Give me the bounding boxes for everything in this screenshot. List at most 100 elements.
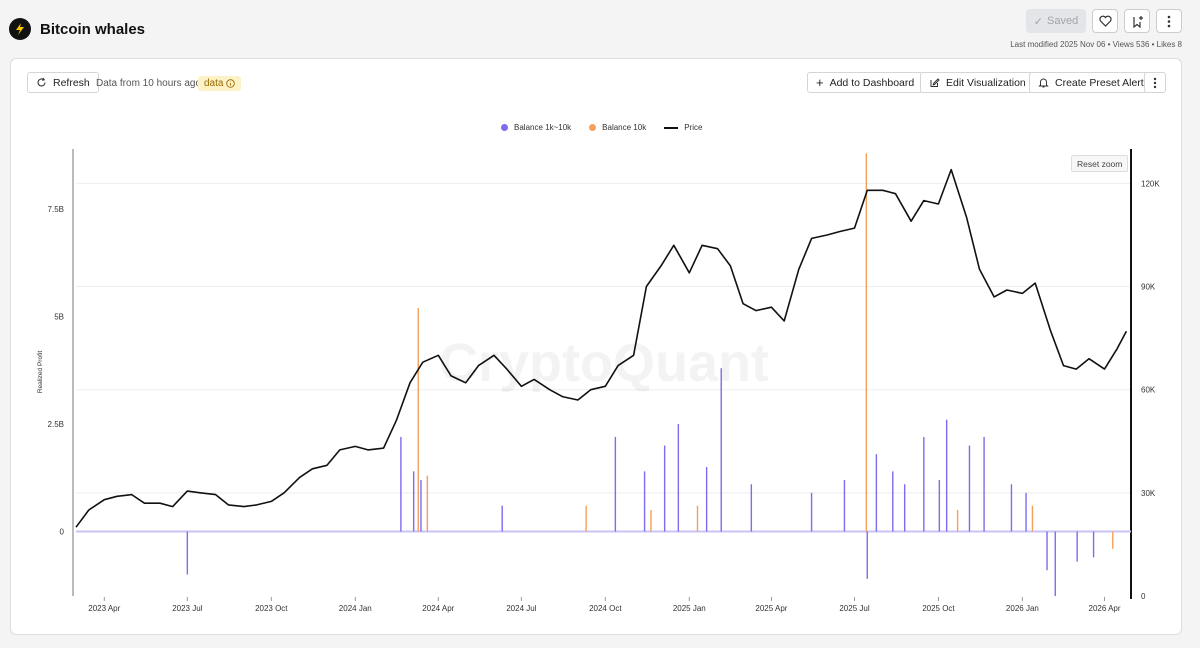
bar-balance-1k-10k[interactable] bbox=[614, 436, 617, 532]
data-badge[interactable]: data bbox=[198, 76, 242, 91]
legend-swatch-balance-10k bbox=[589, 124, 597, 131]
bar-balance-1k-10k[interactable] bbox=[412, 471, 415, 532]
page-meta: Last modified 2025 Nov 06 • Views 536 • … bbox=[1010, 40, 1182, 49]
bar-balance-10k[interactable] bbox=[865, 153, 868, 532]
x-tick-label: 2025 Jul bbox=[839, 604, 869, 613]
bar-balance-10k[interactable] bbox=[1112, 531, 1114, 549]
bar-balance-1k-10k[interactable] bbox=[420, 479, 422, 532]
x-tick-label: 2024 Oct bbox=[589, 604, 622, 613]
check-icon: ✓ bbox=[1033, 15, 1043, 28]
bar-balance-1k-10k[interactable] bbox=[1010, 484, 1013, 532]
x-tick-label: 2025 Jan bbox=[673, 604, 706, 613]
x-tick-label: 2024 Apr bbox=[422, 604, 454, 613]
y-right-tick-label: 0 bbox=[1141, 592, 1146, 601]
bar-balance-1k-10k[interactable] bbox=[1076, 531, 1078, 562]
legend-item-balance-1k-10k[interactable]: Balance 1k~10k bbox=[501, 123, 571, 132]
y-right-tick-label: 120K bbox=[1141, 179, 1160, 188]
x-tick-label: 2025 Apr bbox=[755, 604, 787, 613]
refresh-label: Refresh bbox=[53, 76, 90, 89]
create-preset-alert-label: Create Preset Alert bbox=[1055, 76, 1144, 89]
bar-balance-1k-10k[interactable] bbox=[903, 484, 906, 532]
create-preset-alert-button[interactable]: Create Preset Alert bbox=[1029, 72, 1153, 93]
bar-balance-1k-10k[interactable] bbox=[1046, 531, 1048, 571]
add-to-dashboard-button[interactable]: + Add to Dashboard bbox=[807, 72, 924, 93]
page-title: Bitcoin whales bbox=[40, 21, 146, 38]
bar-balance-1k-10k[interactable] bbox=[1054, 531, 1056, 596]
chart-svg[interactable]: 0 30K 60K 90K 120K 0 2.5B 5B 7.5B Realized Profit… bbox=[11, 59, 1183, 636]
x-tick-label: 2023 Jul bbox=[172, 604, 202, 613]
saved-button[interactable]: ✓ Saved bbox=[1026, 9, 1086, 33]
bar-balance-1k-10k[interactable] bbox=[720, 368, 722, 532]
bar-balance-10k[interactable] bbox=[650, 510, 652, 532]
y-axis-label: Realized Profit bbox=[37, 351, 44, 393]
page-header: Bitcoin whales ✓ Saved Last modified 202… bbox=[0, 0, 1200, 58]
bar-balance-1k-10k[interactable] bbox=[677, 424, 680, 532]
bar-balance-10k[interactable] bbox=[585, 505, 587, 532]
add-to-dashboard-label: Add to Dashboard bbox=[829, 76, 915, 89]
bookmark-alert-button[interactable] bbox=[1124, 9, 1150, 33]
y-left-tick-label: 5B bbox=[54, 313, 64, 322]
x-tick-label: 2025 Oct bbox=[922, 604, 955, 613]
bar-balance-1k-10k[interactable] bbox=[186, 531, 189, 575]
bar-balance-1k-10k[interactable] bbox=[968, 445, 971, 532]
bell-icon bbox=[1038, 78, 1049, 88]
legend-item-price[interactable]: Price bbox=[664, 123, 702, 132]
favorite-button[interactable] bbox=[1092, 9, 1118, 33]
legend-item-balance-10k[interactable]: Balance 10k bbox=[589, 123, 646, 132]
y-right-tick-label: 60K bbox=[1141, 386, 1156, 395]
watermark: CryptoQuant bbox=[439, 333, 769, 393]
legend-swatch-balance-1k-10k bbox=[501, 124, 508, 131]
y-right-tick-label: 30K bbox=[1141, 489, 1156, 498]
bar-balance-1k-10k[interactable] bbox=[923, 436, 925, 532]
kebab-menu-icon bbox=[1167, 15, 1171, 27]
bar-balance-1k-10k[interactable] bbox=[875, 454, 878, 532]
price-line[interactable] bbox=[75, 168, 1128, 528]
y-left-tick-label: 0 bbox=[60, 528, 65, 537]
bar-balance-1k-10k[interactable] bbox=[938, 479, 941, 532]
edit-visualization-label: Edit Visualization bbox=[946, 76, 1026, 89]
legend-label: Balance 10k bbox=[602, 123, 647, 132]
bar-balance-10k[interactable] bbox=[417, 308, 419, 532]
x-tick-label: 2024 Jul bbox=[506, 604, 536, 613]
bar-balance-10k[interactable] bbox=[1031, 505, 1034, 532]
bar-balance-10k[interactable] bbox=[956, 510, 959, 532]
refresh-button[interactable]: Refresh bbox=[27, 72, 99, 93]
bar-balance-1k-10k[interactable] bbox=[1025, 492, 1027, 532]
x-tick-label: 2023 Oct bbox=[255, 604, 288, 613]
chart-legend: Balance 1k~10k Balance 10k Price bbox=[501, 123, 702, 132]
data-badge-label: data bbox=[204, 78, 224, 89]
y-left-tick-label: 7.5B bbox=[48, 205, 64, 214]
bar-balance-1k-10k[interactable] bbox=[866, 531, 868, 579]
chart-more-options-button[interactable] bbox=[1144, 72, 1166, 93]
bar-balance-1k-10k[interactable] bbox=[1092, 531, 1095, 558]
bar-balance-1k-10k[interactable] bbox=[843, 479, 846, 532]
info-icon bbox=[226, 79, 236, 88]
bar-balance-1k-10k[interactable] bbox=[643, 471, 646, 532]
chart-card: Refresh Data from 10 hours ago data + Ad… bbox=[10, 58, 1182, 635]
legend-swatch-price bbox=[664, 126, 679, 129]
legend-label: Price bbox=[684, 123, 703, 132]
bar-balance-10k[interactable] bbox=[696, 505, 699, 532]
refresh-icon bbox=[37, 77, 46, 87]
edit-visualization-button[interactable]: Edit Visualization bbox=[920, 72, 1035, 93]
bar-balance-1k-10k[interactable] bbox=[400, 436, 402, 532]
x-tick-label: 2023 Apr bbox=[88, 604, 120, 613]
bar-balance-1k-10k[interactable] bbox=[983, 436, 985, 532]
bar-balance-1k-10k[interactable] bbox=[810, 492, 813, 532]
bar-balance-1k-10k[interactable] bbox=[945, 419, 948, 532]
y-left-tick-label: 2.5B bbox=[48, 420, 64, 429]
reset-zoom-button[interactable]: Reset zoom bbox=[1071, 155, 1129, 172]
bar-balance-1k-10k[interactable] bbox=[501, 505, 503, 532]
bookmark-plus-icon bbox=[1132, 15, 1143, 28]
bar-balance-10k[interactable] bbox=[426, 475, 429, 532]
bar-balance-1k-10k[interactable] bbox=[750, 484, 753, 532]
more-options-button[interactable] bbox=[1156, 9, 1182, 33]
saved-label: Saved bbox=[1047, 15, 1079, 27]
pencil-square-icon bbox=[930, 78, 940, 87]
bar-balance-1k-10k[interactable] bbox=[705, 467, 708, 532]
bar-balance-1k-10k[interactable] bbox=[892, 471, 894, 532]
y-right-tick-label: 90K bbox=[1141, 283, 1156, 292]
heart-icon bbox=[1098, 15, 1112, 27]
bar-balance-1k-10k[interactable] bbox=[663, 445, 666, 532]
data-age-text: Data from 10 hours ago bbox=[96, 78, 202, 89]
